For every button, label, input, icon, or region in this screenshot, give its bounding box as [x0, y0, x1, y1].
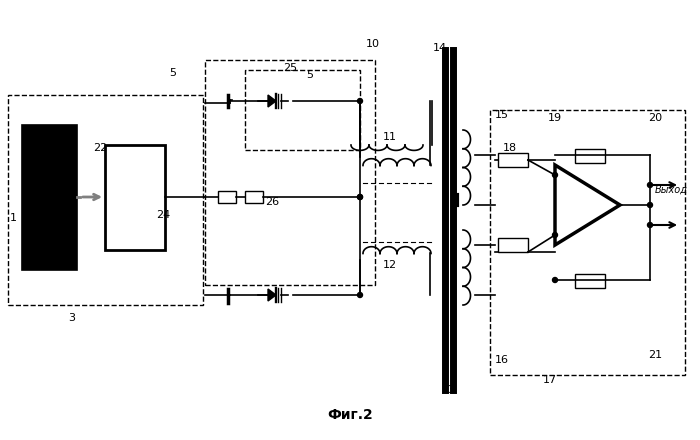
- Text: Выход: Выход: [655, 185, 688, 195]
- Text: 19: 19: [548, 113, 562, 123]
- Text: 26: 26: [265, 197, 279, 207]
- Text: 12: 12: [383, 260, 397, 270]
- Bar: [105, 145, 165, 250]
- Bar: [8, 95, 203, 305]
- Text: 25: 25: [283, 63, 297, 73]
- Bar: [22, 125, 77, 270]
- Text: 14: 14: [433, 43, 447, 53]
- Text: Фиг.2: Фиг.2: [327, 408, 373, 422]
- Circle shape: [648, 223, 652, 227]
- Bar: [245, 191, 263, 203]
- Text: 16: 16: [495, 355, 509, 365]
- Text: 24: 24: [156, 210, 170, 220]
- Bar: [575, 149, 605, 163]
- Polygon shape: [268, 289, 276, 301]
- Circle shape: [358, 99, 363, 103]
- Bar: [490, 110, 685, 375]
- Text: 22: 22: [93, 143, 107, 153]
- Text: 15: 15: [495, 110, 509, 120]
- Text: 18: 18: [503, 143, 517, 153]
- Circle shape: [552, 172, 557, 177]
- Text: 5: 5: [169, 68, 176, 78]
- Text: 17: 17: [543, 375, 557, 385]
- Circle shape: [552, 232, 557, 238]
- Text: 21: 21: [648, 350, 662, 360]
- Bar: [218, 191, 236, 203]
- Text: 3: 3: [69, 313, 76, 323]
- Text: 13: 13: [442, 385, 456, 395]
- Bar: [205, 60, 375, 285]
- Text: 1: 1: [10, 213, 17, 223]
- Text: 20: 20: [648, 113, 662, 123]
- Circle shape: [358, 194, 363, 199]
- Text: 11: 11: [383, 132, 397, 142]
- Circle shape: [648, 183, 652, 187]
- Text: 5: 5: [307, 70, 314, 80]
- Circle shape: [358, 194, 363, 199]
- Bar: [498, 153, 528, 167]
- Bar: [498, 238, 528, 252]
- Circle shape: [358, 293, 363, 297]
- Bar: [575, 274, 605, 288]
- Circle shape: [552, 278, 557, 282]
- Polygon shape: [268, 95, 276, 107]
- Bar: [245, 70, 360, 150]
- Text: 10: 10: [366, 39, 380, 49]
- Circle shape: [648, 202, 652, 208]
